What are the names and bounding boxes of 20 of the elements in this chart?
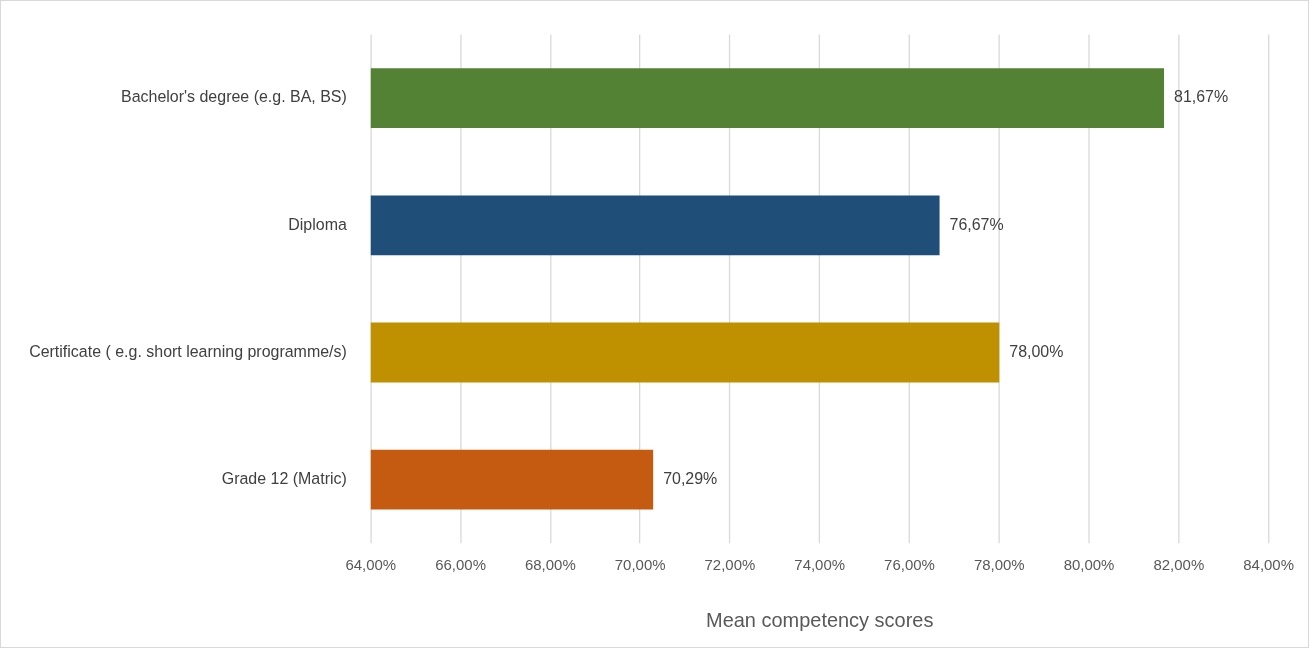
x-tick-label: 76,00% [884,556,935,574]
y-tick-label: Certificate ( e.g. short learning programme/s) [29,342,347,360]
data-label: 70,29% [663,470,718,488]
x-axis-title: Mean competency scores [706,608,934,631]
x-tick-label: 84,00% [1243,556,1294,574]
x-tick-label: 64,00% [345,556,397,574]
x-tick-label: 80,00% [1063,556,1115,574]
x-tick-label: 82,00% [1153,556,1205,574]
x-tick-label: 66,00% [435,556,486,574]
x-tick-label: 70,00% [614,556,666,574]
x-tick-label: 72,00% [704,556,756,574]
data-label: 78,00% [1009,342,1064,360]
data-label: 76,67% [949,215,1004,233]
y-tick-label: Bachelor's degree (e.g. BA, BS) [121,88,347,106]
x-tick-label: 68,00% [524,556,576,574]
y-tick-label: Diploma [288,215,347,233]
x-tick-label: 74,00% [794,556,846,574]
x-tick-label: 78,00% [973,556,1025,574]
data-label: 81,67% [1174,88,1229,106]
y-tick-label: Grade 12 (Matric) [221,470,347,488]
